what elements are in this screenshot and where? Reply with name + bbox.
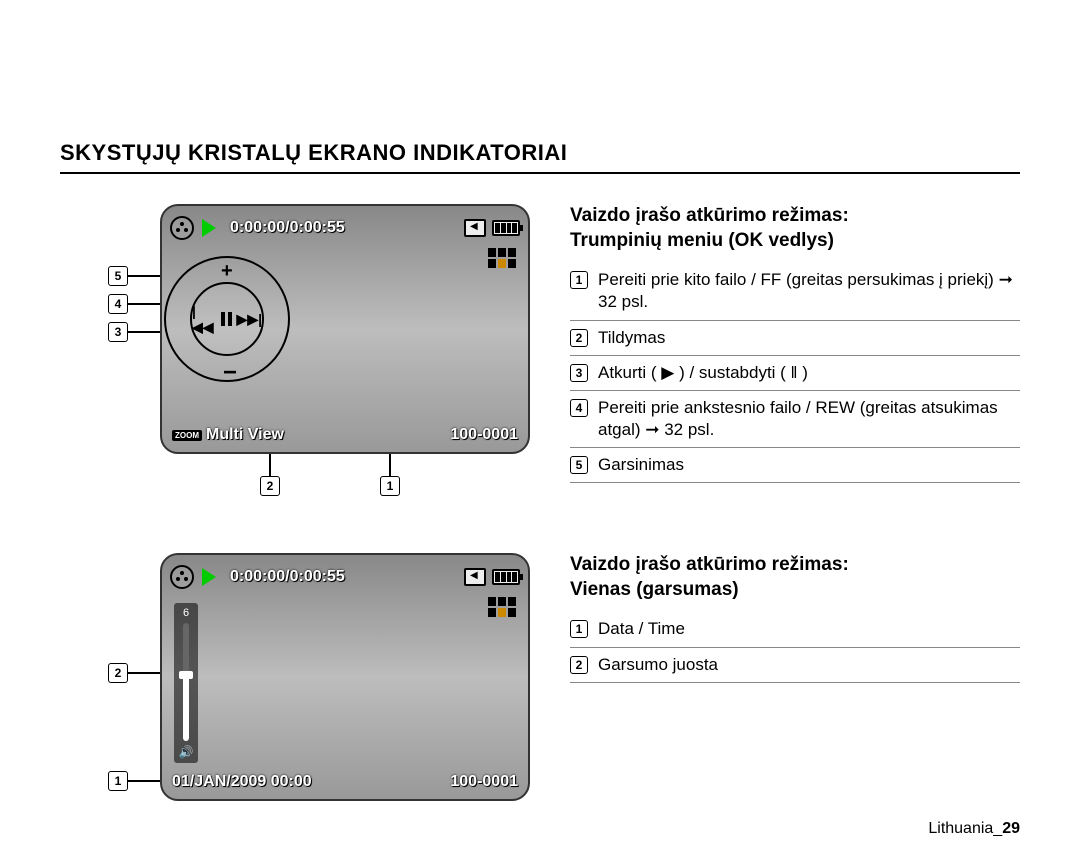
plus-icon: + [221, 260, 233, 283]
thumbnail-grid-icon [488, 248, 516, 268]
callout-1b: 1 [108, 771, 128, 791]
desc-text: Garsinimas [598, 454, 1020, 476]
description-1: Vaizdo įrašo atkūrimo režimas: Trumpinių… [540, 204, 1020, 483]
desc-num: 1 [570, 271, 588, 289]
volume-bar: 6 🔊 [174, 603, 198, 763]
multi-view-label: Multi View [206, 426, 284, 444]
callout-4: 4 [108, 294, 128, 314]
desc1-head-line1: Vaizdo įrašo atkūrimo režimas: [570, 205, 849, 226]
page-footer: Lithuania_29 [928, 820, 1020, 838]
desc-text: Pereiti prie kito failo / FF (greitas pe… [598, 269, 1020, 313]
desc-row: 4 Pereiti prie ankstesnio failo / REW (gr… [570, 391, 1020, 448]
prev-icon: |◀◀ [192, 303, 217, 336]
next-icon: ▶▶| [237, 311, 262, 328]
play-icon [202, 219, 216, 237]
lcd-screen-1: 0:00:00/0:00:55 + − |◀◀ [160, 204, 530, 454]
datetime-label: 01/JAN/2009 00:00 [172, 773, 312, 791]
desc-text: Garsumo juosta [598, 654, 1020, 676]
film-reel-icon [170, 216, 194, 240]
lcd-screen-2: 0:00:00/0:00:55 6 🔊 [160, 553, 530, 801]
card-icon [464, 219, 486, 237]
callout-3: 3 [108, 322, 128, 342]
desc-row: 5 Garsinimas [570, 448, 1020, 483]
page-title: SKYSTŲJŲ KRISTALŲ EKRANO INDIKATORIAI [60, 140, 1020, 174]
desc-text: Atkurti ( ▶ ) / sustabdyti ( ‖ ) [598, 362, 1020, 384]
callout-2: 2 [260, 476, 280, 496]
desc-num: 1 [570, 620, 588, 638]
file-number-2: 100-0001 [450, 773, 518, 791]
volume-track [183, 623, 189, 741]
zoom-label: ZOOM [172, 430, 202, 441]
speaker-icon: 🔊 [179, 745, 194, 759]
desc-text: Pereiti prie ankstesnio failo / REW (gre… [598, 397, 1020, 441]
desc-text: Tildymas [598, 327, 1020, 349]
control-wheel: + − |◀◀ ▶▶| [164, 256, 290, 382]
desc-num: 2 [570, 329, 588, 347]
desc-num: 5 [570, 456, 588, 474]
timecode-2: 0:00:00/0:00:55 [230, 568, 345, 586]
section-volume: 2 1 0:00:00/0:00:55 [60, 553, 1020, 683]
minus-icon: − [223, 366, 237, 380]
callout-5: 5 [108, 266, 128, 286]
film-reel-icon [170, 565, 194, 589]
timecode: 0:00:00/0:00:55 [230, 219, 345, 237]
desc-row: 3 Atkurti ( ▶ ) / sustabdyti ( ‖ ) [570, 356, 1020, 391]
thumbnail-grid-icon [488, 597, 516, 617]
volume-level: 6 [183, 607, 189, 619]
card-icon [464, 568, 486, 586]
desc2-head-line1: Vaizdo įrašo atkūrimo režimas: [570, 554, 849, 575]
desc-num: 4 [570, 399, 588, 417]
desc2-head-line2: Vienas (garsumas) [570, 579, 739, 600]
battery-icon [492, 220, 520, 236]
desc-row: 2 Garsumo juosta [570, 648, 1020, 683]
section-shortcut-menu: 5 4 3 2 1 0:00:00/0:00:55 [60, 204, 1020, 483]
battery-icon [492, 569, 520, 585]
pause-icon [221, 312, 233, 326]
description-2: Vaizdo įrašo atkūrimo režimas: Vienas (g… [540, 553, 1020, 683]
desc-row: 2 Tildymas [570, 321, 1020, 356]
desc-row: 1 Data / Time [570, 612, 1020, 647]
callout-1: 1 [380, 476, 400, 496]
callout-2b: 2 [108, 663, 128, 683]
file-number: 100-0001 [450, 426, 518, 444]
desc-text: Data / Time [598, 618, 1020, 640]
desc-num: 2 [570, 656, 588, 674]
desc-num: 3 [570, 364, 588, 382]
play-icon [202, 568, 216, 586]
desc1-head-line2: Trumpinių meniu (OK vedlys) [570, 230, 834, 251]
desc-row: 1 Pereiti prie kito failo / FF (greitas p… [570, 263, 1020, 320]
